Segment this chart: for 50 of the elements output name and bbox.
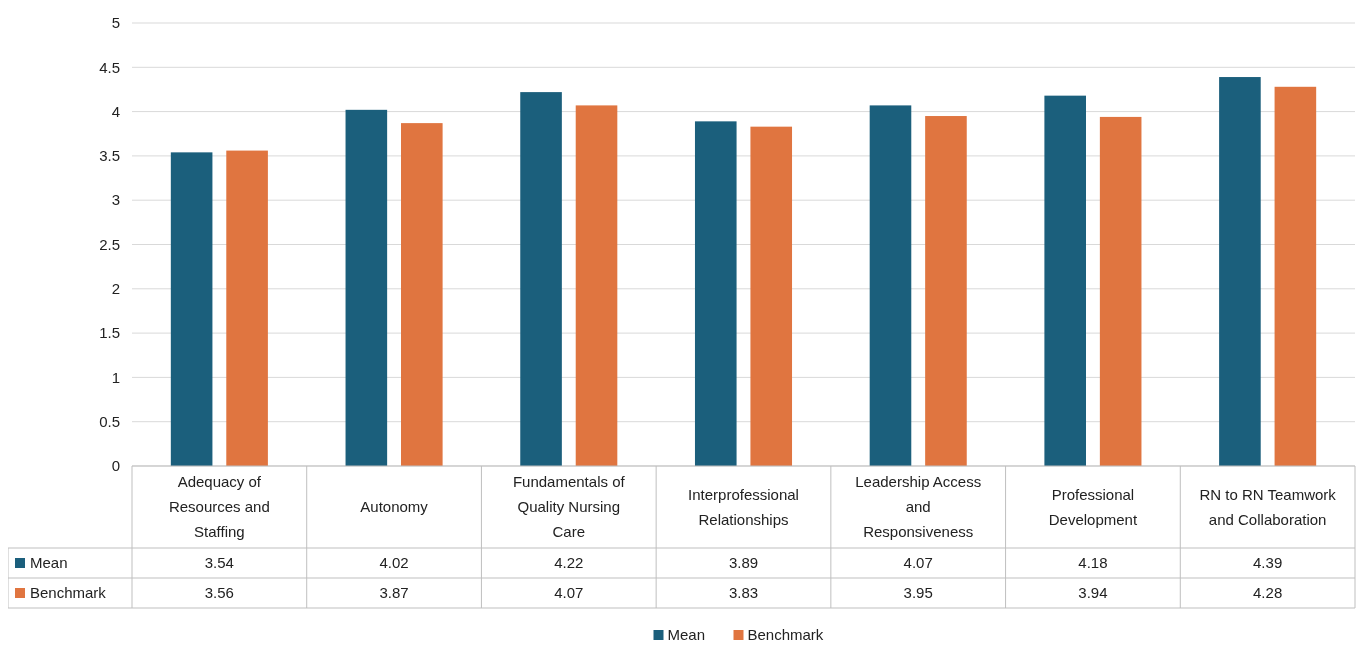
- y-tick-label: 0.5: [99, 412, 120, 430]
- bar: [345, 109, 388, 466]
- bar: [925, 116, 967, 466]
- data-label: 4.18: [1078, 554, 1108, 572]
- y-tick-label: 3.5: [99, 147, 120, 165]
- x-tick-label: Professional Development: [1048, 485, 1138, 528]
- y-tick-label: 2.5: [99, 235, 120, 253]
- bar: [750, 126, 793, 466]
- x-tick-label: RN to RN Teamwork and Collaboration: [1199, 485, 1337, 528]
- y-tick-label: 5: [111, 14, 120, 32]
- y-tick-label: 1.5: [99, 324, 120, 342]
- x-tick-label: Autonomy: [360, 498, 429, 516]
- data-label: 4.22: [554, 554, 584, 572]
- legend-label: Mean: [30, 554, 68, 572]
- y-tick-label: 0: [111, 457, 120, 475]
- bar: [226, 150, 268, 466]
- bar: [520, 92, 562, 466]
- bar: [869, 105, 912, 466]
- bar: [1044, 95, 1086, 466]
- bar: [170, 152, 213, 466]
- x-tick-label: Interprofessional Relationships: [688, 485, 799, 528]
- data-label: 3.56: [204, 584, 234, 602]
- data-label: 3.87: [379, 584, 409, 602]
- data-label: 4.02: [379, 554, 409, 572]
- data-label: 4.39: [1253, 554, 1283, 572]
- y-tick-label: 1: [111, 368, 120, 386]
- text: Mean: [667, 626, 706, 644]
- bar: [575, 105, 618, 466]
- x-tick-label: Adequacy of Resources and Staffing: [168, 473, 270, 541]
- data-label: 3.95: [903, 584, 933, 602]
- bar: [401, 123, 443, 466]
- data-label: 3.54: [204, 554, 234, 572]
- y-tick-label: 3: [111, 191, 120, 209]
- bar: [1219, 77, 1261, 466]
- data-label: 3.94: [1078, 584, 1108, 602]
- x-tick-label: Leadership Access and Responsiveness: [855, 473, 982, 541]
- data-label: 3.89: [728, 554, 759, 572]
- text: Benchmark: [30, 584, 106, 602]
- y-tick-label: 2: [111, 280, 120, 298]
- data-label: 4.28: [1253, 584, 1283, 602]
- legend-label: Benchmark: [747, 626, 824, 644]
- data-label: 4.07: [903, 554, 933, 572]
- bar: [694, 121, 737, 466]
- data-label: 3.83: [728, 584, 759, 602]
- bar: [1099, 116, 1142, 466]
- x-tick-label: Fundamentals of Quality Nursing Care: [512, 473, 626, 541]
- bar: [1274, 86, 1317, 466]
- y-tick-label: 4.5: [99, 58, 120, 76]
- y-tick-label: 4: [111, 102, 120, 120]
- data-label: 4.07: [554, 584, 584, 602]
